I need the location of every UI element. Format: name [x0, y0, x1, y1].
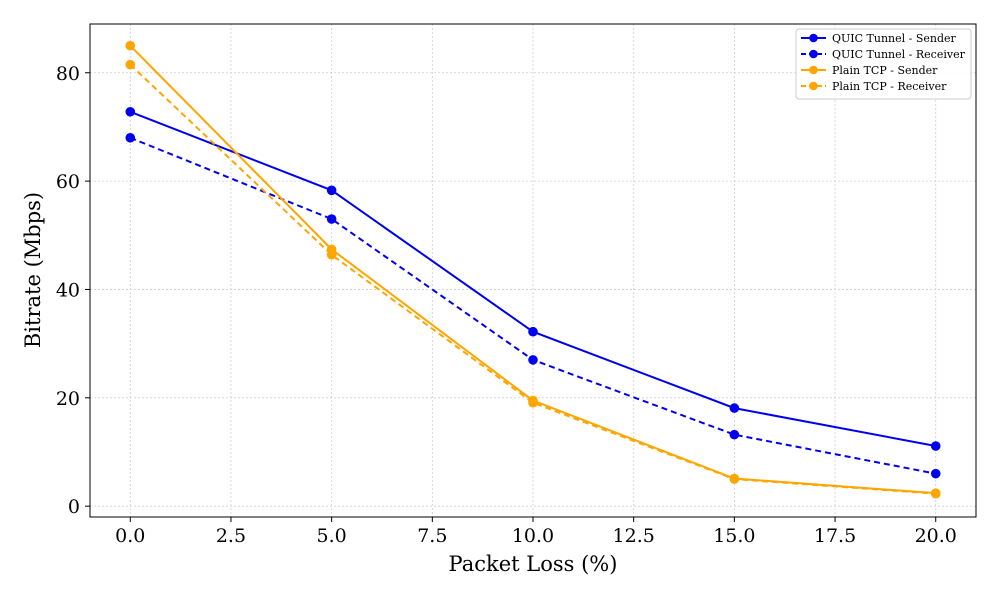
y-tick-label: 0: [68, 496, 80, 518]
data-point: [930, 441, 941, 451]
legend-label: Plain TCP - Receiver: [832, 80, 947, 93]
x-tick-label: 12.5: [613, 525, 655, 547]
x-tick-label: 7.5: [417, 525, 447, 547]
x-axis-label: Packet Loss (%): [449, 552, 618, 576]
x-tick-label: 10.0: [512, 525, 554, 547]
y-tick-label: 60: [56, 171, 80, 193]
x-tick-label: 20.0: [915, 525, 957, 547]
data-point: [125, 59, 136, 70]
data-point: [930, 488, 941, 499]
legend-label: QUIC Tunnel - Receiver: [832, 48, 966, 61]
y-tick-label: 20: [56, 388, 80, 410]
series-line: [129, 63, 936, 495]
data-point: [125, 132, 136, 143]
data-point: [729, 474, 740, 484]
legend-box: [795, 28, 972, 100]
plot-background: [90, 24, 976, 517]
data-point: [326, 249, 337, 260]
data-point: [125, 40, 136, 51]
data-point: [930, 468, 941, 479]
legend-marker: [809, 49, 818, 59]
x-tick-label: 17.5: [814, 525, 856, 547]
x-tick-label: 15.0: [713, 525, 755, 547]
y-axis-label: Bitrate (Mbps): [21, 192, 45, 348]
data-point: [326, 185, 337, 196]
series-group: [125, 40, 941, 499]
data-point: [125, 106, 136, 117]
legend-marker: [809, 81, 818, 91]
y-tick-label: 80: [56, 63, 80, 85]
series-plain-tcp-receiver: [125, 59, 941, 499]
data-point: [729, 429, 740, 440]
data-point: [528, 355, 538, 365]
x-tick-label: 0.0: [115, 525, 145, 547]
x-axis-ticks: 0.0 2.5 5.0 7.5 10.0 12.5 15.0 17.5 20.0: [115, 517, 957, 547]
legend-label: QUIC Tunnel - Sender: [832, 32, 957, 45]
series-quic-tunnel-sender: [125, 106, 941, 451]
y-tick-label: 40: [56, 279, 80, 301]
data-point: [528, 397, 538, 408]
data-point: [528, 326, 538, 337]
legend: QUIC Tunnel - Sender QUIC Tunnel - Receiv…: [795, 28, 972, 100]
legend-marker: [809, 65, 818, 75]
legend-marker: [809, 33, 818, 43]
data-point: [729, 403, 740, 413]
legend-label: Plain TCP - Sender: [832, 64, 938, 77]
x-tick-label: 2.5: [216, 525, 246, 547]
y-axis-ticks: 0 20 40 60 80: [56, 63, 90, 518]
x-tick-label: 5.0: [317, 525, 347, 547]
data-point: [326, 214, 337, 224]
